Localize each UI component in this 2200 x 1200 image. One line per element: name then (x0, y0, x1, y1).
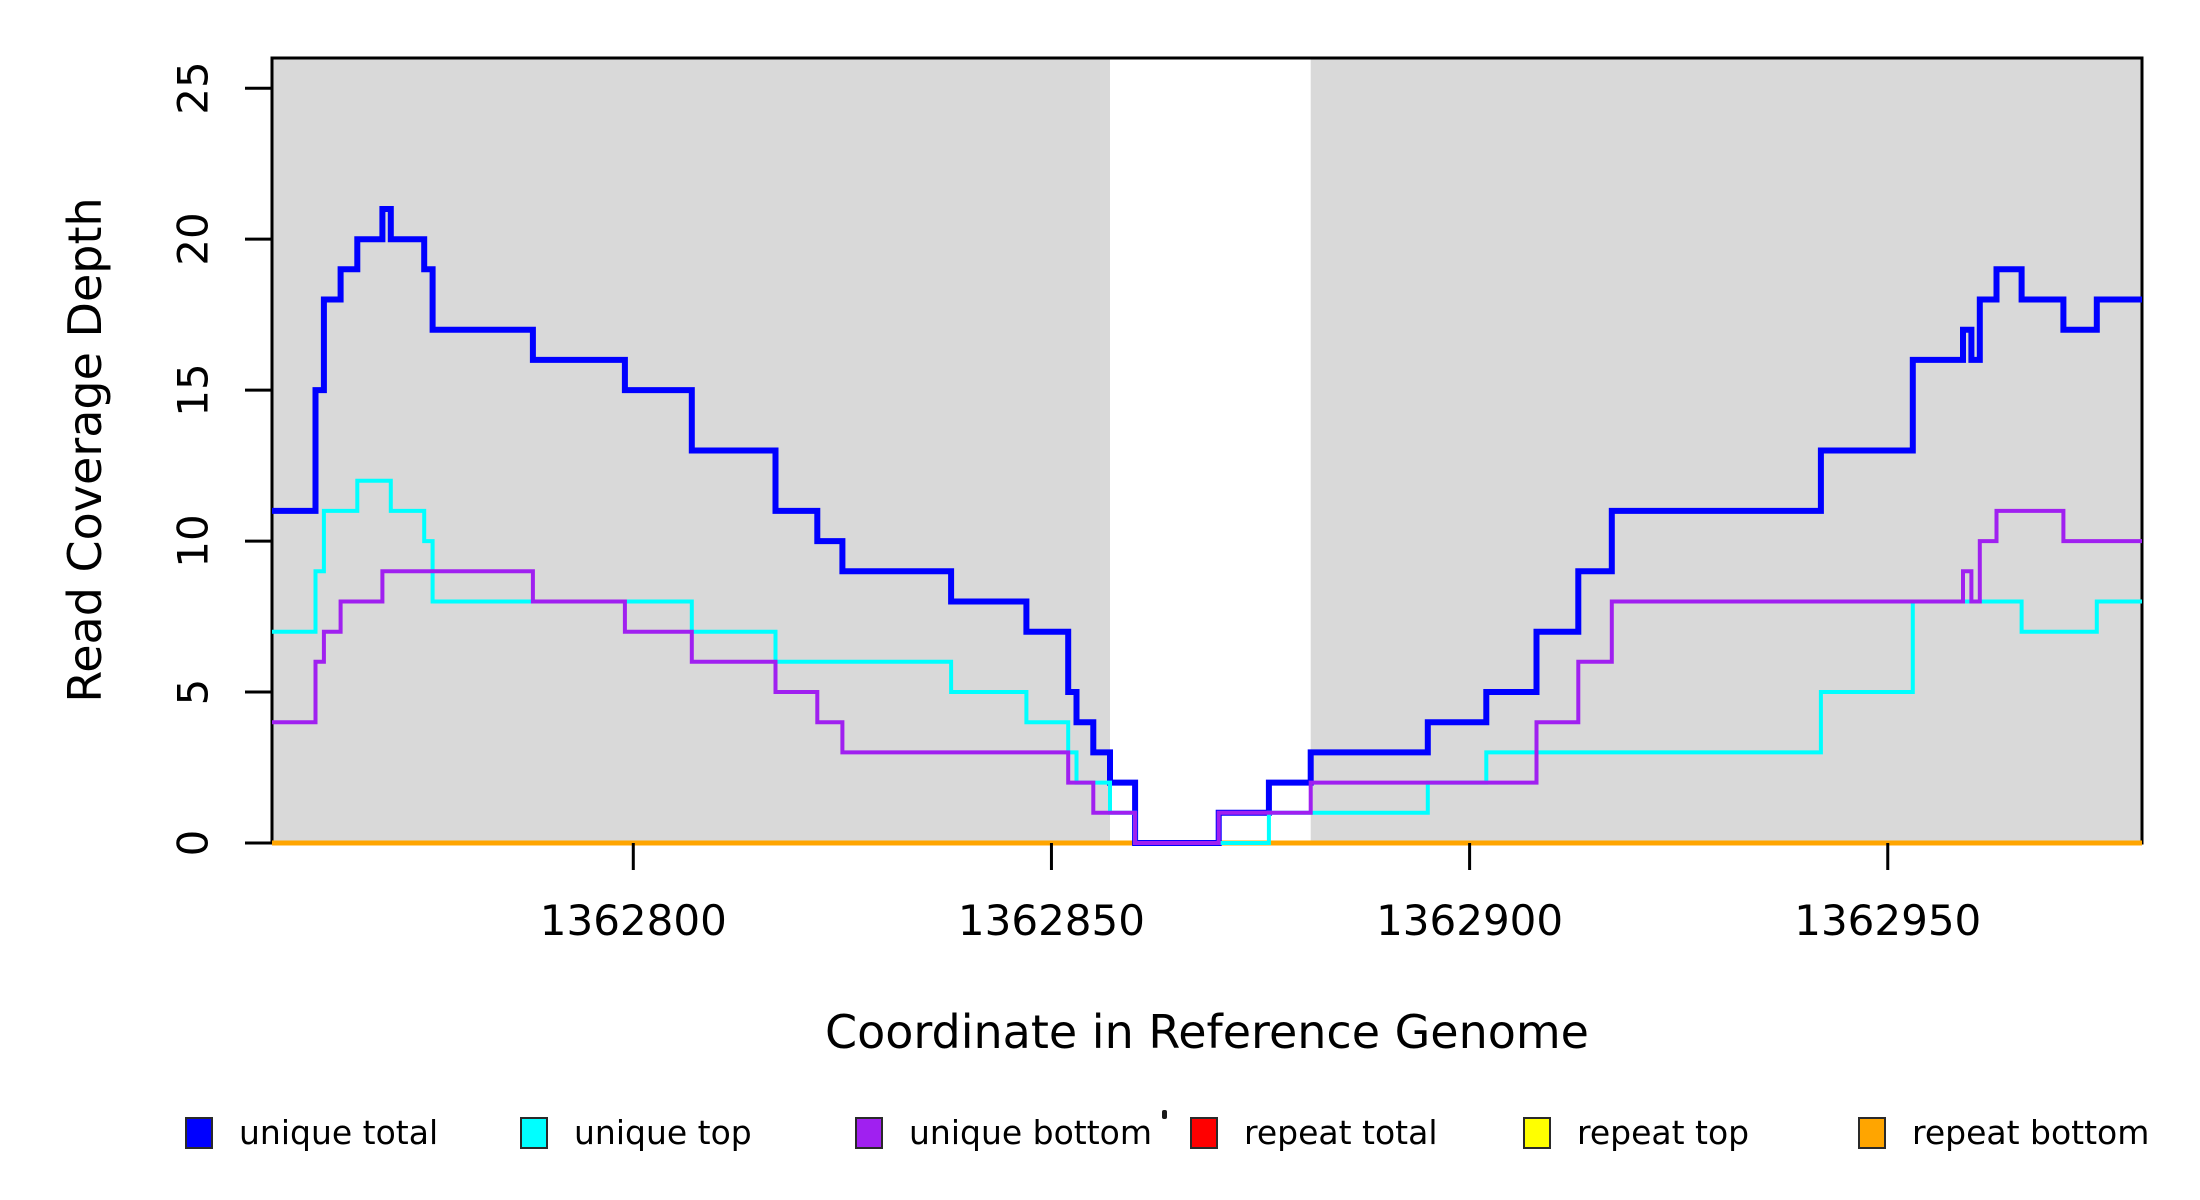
x-tick-label-0: 1362800 (539, 896, 727, 945)
legend-label: repeat bottom (1912, 1113, 2150, 1152)
legend-label: repeat top (1577, 1113, 1750, 1152)
legend-label: unique top (574, 1113, 752, 1152)
stray-mark (1162, 1110, 1167, 1119)
legend-entry-repeat-top: repeat top (1523, 1113, 1749, 1152)
legend-swatch-icon (520, 1116, 548, 1149)
legend-label: repeat total (1244, 1113, 1438, 1152)
series-line-unique-bottom (272, 508, 2142, 845)
legend-entry-repeat-total: repeat total (1190, 1113, 1438, 1152)
legend-swatch-icon (185, 1116, 213, 1149)
legend-swatch-icon (1858, 1116, 1886, 1149)
y-tick-label-0: 0 (168, 829, 218, 857)
x-tick-label-1: 1362850 (957, 896, 1145, 945)
legend-label: unique total (239, 1113, 439, 1152)
series-line-unique-top (272, 478, 2142, 845)
legend-swatch-icon (1523, 1116, 1551, 1149)
y-tick-label-5: 25 (168, 61, 218, 115)
y-tick-label-2: 10 (168, 514, 218, 568)
y-tick-label-4: 20 (168, 212, 218, 266)
series-line-unique-total (272, 206, 2142, 846)
x-tick-label-3: 1362950 (1794, 896, 1982, 945)
shaded-region-1 (1310, 58, 2142, 843)
legend-entry-repeat-bottom: repeat bottom (1858, 1113, 2149, 1152)
x-tick-label-2: 1362900 (1376, 896, 1564, 945)
x-axis-title: Coordinate in Reference Genome (825, 1005, 1589, 1059)
legend-entry-unique-top: unique top (520, 1113, 752, 1152)
legend-label: unique bottom (909, 1113, 1153, 1152)
legend-entry-unique-total: unique total (185, 1113, 438, 1152)
y-axis-title: Read Coverage Depth (58, 197, 112, 703)
legend-swatch-icon (855, 1116, 883, 1149)
y-tick-label-3: 15 (168, 363, 218, 417)
legend-swatch-icon (1190, 1116, 1218, 1149)
y-tick-label-1: 5 (168, 678, 218, 706)
legend-entry-unique-bottom: unique bottom (855, 1113, 1152, 1152)
